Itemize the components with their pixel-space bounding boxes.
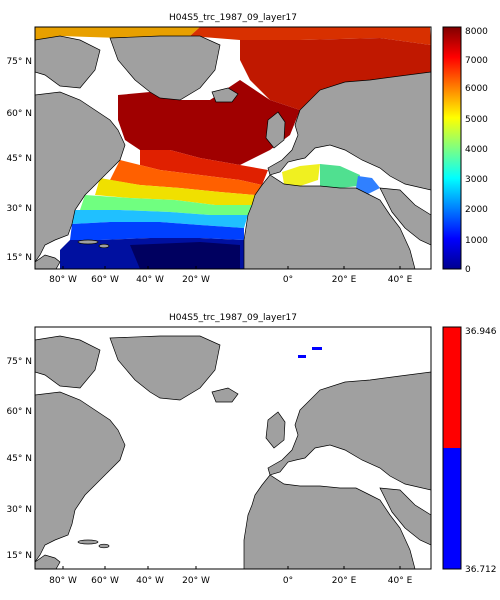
- y-tick-label: 30° N: [6, 505, 32, 515]
- y-tick-label: 60° N: [6, 407, 32, 417]
- land-hispaniola: [98, 243, 110, 249]
- field-med-east: [320, 164, 360, 188]
- colorbar-tick-label: 1000: [465, 236, 488, 246]
- x-axis-bottom: [62, 566, 401, 569]
- field-blue: [70, 222, 244, 240]
- map-frame-bottom: [34, 326, 432, 570]
- land-greenland: [109, 335, 221, 401]
- colorbar-tick-label: 0: [465, 265, 471, 275]
- colorbar-top: [442, 26, 462, 270]
- x-tick-label: 40° E: [388, 576, 413, 586]
- field-cell: [312, 347, 322, 350]
- land-cuba: [77, 239, 99, 245]
- y-axis-labels-bottom: 75° N 60° N 45° N 30° N 15° N: [6, 357, 32, 561]
- field-cyan: [72, 210, 248, 228]
- colorbar-ticks-top: 8000 7000 6000 5000 4000 3000 2000 1000 …: [465, 27, 488, 275]
- land-british-isles: [265, 111, 286, 149]
- x-tick-label: 0°: [283, 576, 293, 586]
- x-axis-labels-bottom: 80° W 60° W 40° W 20° W 0° 20° E 40° E: [49, 576, 412, 586]
- y-tick-label: 45° N: [6, 154, 32, 164]
- colorbar-bottom-red: [443, 327, 461, 448]
- colorbar-tick-label: 36.946: [465, 327, 497, 337]
- field-nordic: [240, 38, 431, 110]
- field-med-west: [282, 164, 320, 186]
- land-hispaniola: [98, 543, 110, 549]
- x-tick-label: 80° W: [49, 576, 77, 586]
- land-iceland: [211, 387, 239, 403]
- y-tick-label: 15° N: [6, 551, 32, 561]
- land-layer: [35, 335, 431, 569]
- x-tick-label: 20° E: [332, 275, 357, 285]
- land-greenland: [109, 35, 221, 101]
- colorbar-tick-label: 2000: [465, 205, 488, 215]
- x-tick-label: 20° E: [332, 576, 357, 586]
- x-tick-label: 0°: [283, 275, 293, 285]
- colorbar-tick-label: 7000: [465, 56, 488, 66]
- land-central-america: [35, 254, 61, 269]
- colorbar-bottom-blue: [443, 448, 461, 569]
- y-tick-label: 60° N: [6, 109, 32, 119]
- land-canadian-arctic: [35, 335, 101, 389]
- field-midlat-orange: [140, 150, 268, 185]
- land-british-isles: [265, 411, 286, 449]
- land-africa: [243, 174, 416, 269]
- land-canadian-arctic: [35, 35, 101, 89]
- map-panel-bottom: [35, 327, 431, 569]
- land-europe: [267, 71, 431, 191]
- x-tick-label: 60° W: [91, 576, 119, 586]
- y-tick-label: 75° N: [6, 357, 32, 367]
- land-iceland: [211, 87, 239, 103]
- map-title-top: H04S5_trc_1987_09_layer17: [169, 13, 297, 23]
- y-tick-label: 30° N: [6, 204, 32, 214]
- colorbar-tick-label: 6000: [465, 84, 488, 94]
- x-tick-label: 40° E: [388, 275, 413, 285]
- land-central-america: [35, 554, 61, 569]
- field-midlat-orange2: [110, 160, 262, 195]
- land-arabia: [379, 187, 431, 246]
- map-panel-top: [35, 27, 431, 269]
- y-tick-label: 75° N: [6, 57, 32, 67]
- x-tick-label: 20° W: [182, 275, 210, 285]
- field-layer: [35, 27, 431, 269]
- land-cuba: [77, 539, 99, 545]
- field-subpolar: [118, 80, 300, 165]
- x-tick-label: 80° W: [49, 275, 77, 285]
- land-north-america: [35, 391, 126, 563]
- map-title-bottom: H04S5_trc_1987_09_layer17: [169, 313, 297, 323]
- y-tick-label: 15° N: [6, 253, 32, 263]
- colorbar-tick-label: 5000: [465, 115, 488, 125]
- field-green: [80, 195, 252, 215]
- x-tick-label: 20° W: [182, 576, 210, 586]
- x-tick-label: 60° W: [91, 275, 119, 285]
- y-axis-labels-top: 75° N 60° N 45° N 30° N 15° N: [6, 57, 32, 263]
- colorbar-tick-label: 8000: [465, 27, 488, 37]
- land-europe: [267, 371, 431, 491]
- land-africa: [243, 474, 416, 569]
- colorbar-tick-label: 36.712: [465, 565, 497, 575]
- land-north-america: [35, 91, 126, 263]
- field-cell: [298, 355, 306, 358]
- field-levant: [356, 176, 380, 194]
- land-arabia: [379, 487, 431, 546]
- x-axis-labels-top: 80° W 60° W 40° W 20° W 0° 20° E 40° E: [49, 275, 412, 285]
- land-layer: [35, 35, 431, 269]
- x-tick-label: 40° W: [136, 275, 164, 285]
- field-navy: [130, 242, 240, 269]
- x-tick-label: 40° W: [136, 576, 164, 586]
- field-yellow: [95, 178, 255, 205]
- x-axis-top: [62, 266, 401, 269]
- colorbar-tick-label: 4000: [465, 145, 488, 155]
- field-arctic-red: [190, 27, 431, 45]
- map-frame-top: [34, 26, 432, 270]
- y-tick-label: 45° N: [6, 454, 32, 464]
- colorbar-tick-label: 3000: [465, 175, 488, 185]
- colorbar-bottom-frame: [442, 326, 462, 570]
